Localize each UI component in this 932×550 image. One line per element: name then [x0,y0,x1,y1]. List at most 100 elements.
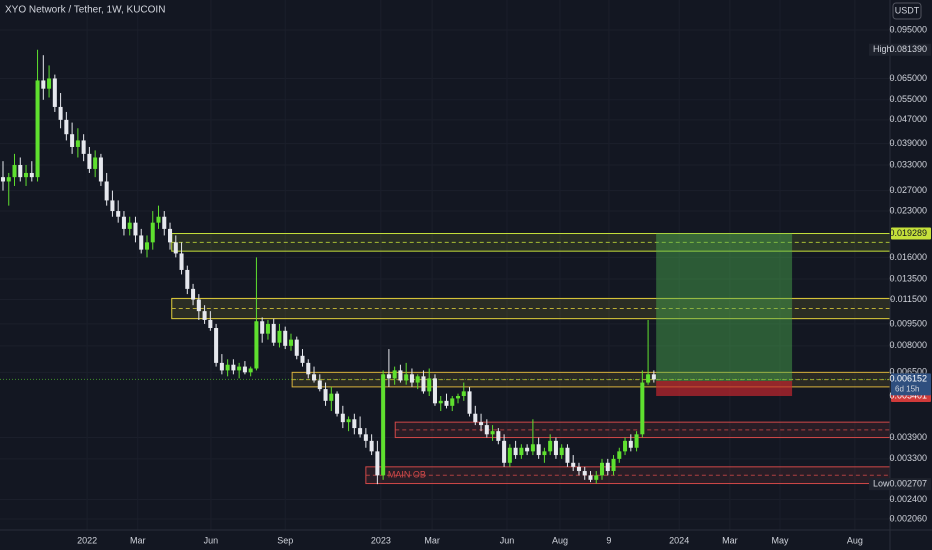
candle-body [271,323,276,343]
candle-body [41,80,46,89]
candle-body [646,374,651,383]
x-tick-label: Aug [847,535,863,545]
candles [0,49,656,485]
y-tick-label: 0.095000 [889,24,927,34]
candle-body [427,378,432,392]
candle-body [623,440,628,452]
candle-body [156,216,161,223]
y-tick-label: 0.008000 [889,340,927,350]
candle-body [375,451,380,476]
candle-body [565,447,570,463]
candle-body [450,398,455,406]
candle-body [490,431,495,435]
y-tick-label: 0.013500 [889,273,927,283]
candle-body [24,172,29,178]
candle-body [513,447,518,456]
candle-body [617,451,622,459]
candle-body [237,366,242,371]
chart-title: XYO Network / Tether, 1W, KUCOIN [5,5,165,16]
candle-body [6,177,11,182]
candle-body [519,447,524,456]
candle-body [260,321,265,334]
candle-body [553,440,558,456]
candle-body [588,475,593,480]
candle-body [265,323,270,334]
candle-body [484,425,489,435]
target-price: 0.019289 [889,228,927,238]
candle-body [144,242,150,250]
x-tick-label: Mar [130,535,146,545]
x-tick-label: Mar [722,535,738,545]
candle-body [283,330,288,346]
candle-body [35,80,40,178]
y-tick-label: 0.065000 [889,73,927,83]
y-tick-label: 0.033000 [889,159,927,169]
x-tick-label: Jun [500,535,515,545]
candle-body [81,140,86,154]
high-text: High [873,44,892,54]
candle-body [219,362,224,371]
candle-body [444,400,449,406]
candle-body [398,370,403,381]
candle-body [634,434,639,448]
candle-body [150,222,155,243]
candle-body [104,181,109,201]
currency[interactable]: USDT [895,5,920,15]
candle-body [576,466,581,472]
candle-body [306,362,311,375]
candle-body [381,374,386,476]
x-tick-label: 9 [606,535,611,545]
candle-body [432,378,437,404]
candle-body [173,242,178,254]
candle-body [248,368,253,373]
candle-body [231,364,236,371]
candle-body [196,299,201,312]
x-tick-label: Mar [424,535,440,545]
candle-body [559,447,564,456]
candle-body [162,216,167,229]
candle-body [18,164,23,178]
y-tick-label: 0.006500 [889,367,927,377]
candle-body [64,119,69,135]
candle-body [599,462,605,476]
candle-body [507,447,512,463]
y-tick-label: 0.003300 [889,453,927,463]
candle-body [640,382,645,435]
y-tick-label: 0.027000 [889,185,927,195]
y-tick-label: 0.002400 [889,494,927,504]
low-value: 0.002707 [889,479,927,489]
candle-body [185,269,190,289]
candle-body [75,140,80,147]
candle-body [294,339,299,356]
candle-body [352,419,357,429]
candle-body [288,339,293,346]
candle-body [409,374,414,383]
x-tick-label: 2023 [371,535,391,545]
last-price-bg [891,373,931,396]
currency-button[interactable] [892,2,922,20]
x-tick-label: Aug [552,535,568,545]
candle-body [254,321,259,369]
countdown: 6d 15h [895,384,919,393]
high-value: 0.081390 [889,44,927,54]
zone-label: MAIN OB [388,470,426,480]
candle-body [392,370,397,379]
candle-body [536,444,541,456]
candle-body [127,222,132,229]
y-tick-label: 0.055000 [889,94,927,104]
candle-body [300,355,305,363]
candle-body [110,200,115,212]
candle-body [277,330,282,343]
position-loss [656,380,793,396]
x-tick-label: 2022 [77,535,97,545]
candle-body [139,235,144,250]
candle-body [87,153,92,169]
candle-body [386,374,391,379]
candle-body [47,78,52,89]
candle-body [582,471,587,476]
candle-body [58,106,63,120]
candle-body [438,400,443,404]
y-tick-label: 0.011500 [890,294,927,304]
